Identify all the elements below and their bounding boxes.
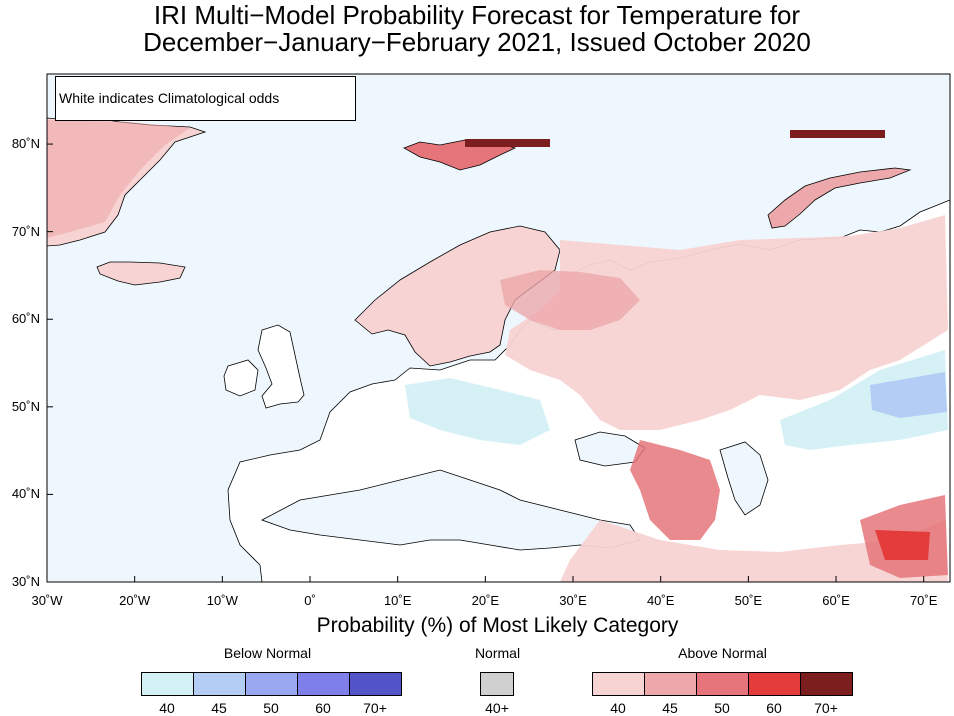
climatology-note-box: White indicates Climatological odds	[55, 76, 356, 121]
climatology-note-text: White indicates Climatological odds	[59, 90, 280, 106]
legend-title: Probability (%) of Most Likely Category	[316, 614, 679, 637]
map-frame	[46, 73, 951, 583]
legend-swatch-above-0	[592, 672, 645, 696]
lon-label: 30˚W	[31, 593, 63, 608]
legend-swatch-below-2	[245, 672, 298, 696]
lon-label: 60˚E	[822, 593, 850, 608]
lon-label: 20˚W	[119, 593, 151, 608]
legend-swatch-label: 40	[159, 700, 175, 716]
legend-above-normal-label: Above Normal	[678, 645, 767, 661]
lon-label: 40˚E	[646, 593, 675, 608]
great-britain	[257, 324, 305, 409]
above-normal-arctic-70plus	[790, 130, 885, 138]
legend-swatch-below-0	[141, 672, 194, 696]
legend-swatch-label: 70+	[814, 700, 838, 716]
legend-swatch-label: 45	[662, 700, 678, 716]
chart-title-line-2: December−January−February 2021, Issued O…	[143, 27, 811, 57]
legend-swatch-label: 60	[315, 700, 331, 716]
axis-ticks	[46, 143, 925, 583]
lon-label: 70˚E	[909, 593, 938, 608]
above-normal-middle-east	[560, 520, 948, 582]
legend-swatch-above-3	[748, 672, 801, 696]
legend-swatch-label: 70+	[363, 700, 387, 716]
legend-swatch-above-1	[644, 672, 697, 696]
lat-label: 60˚N	[11, 311, 40, 327]
chart-title-line-1: IRI Multi−Model Probability Forecast for…	[153, 0, 801, 30]
legend-swatch-label: 40	[610, 700, 626, 716]
below-normal-central-europe	[405, 378, 550, 445]
caspian-sea	[719, 441, 769, 516]
lat-label: 80˚N	[11, 136, 40, 152]
above-normal-greenland-45	[47, 120, 190, 238]
lat-label: 40˚N	[11, 486, 40, 502]
lon-label: 50˚E	[734, 593, 763, 608]
lon-label: 10˚E	[383, 593, 412, 608]
legend-swatch-label: 50	[263, 700, 279, 716]
lon-label: 20˚E	[471, 593, 500, 608]
iceland	[96, 261, 186, 286]
above-normal-caucasus	[630, 440, 720, 540]
lon-label: 10˚W	[206, 593, 238, 608]
legend-swatch-below-4	[349, 672, 402, 696]
legend-swatch-above-2	[696, 672, 749, 696]
legend-swatch-below-3	[297, 672, 350, 696]
legend-below-normal-label: Below Normal	[223, 645, 312, 661]
legend-swatch-label: 40+	[485, 700, 509, 716]
legend-swatch-normal-0	[480, 672, 514, 696]
above-normal-45-region-scandinavia	[500, 270, 640, 330]
below-normal-kazakhstan	[780, 350, 948, 450]
legend-swatch-above-4	[800, 672, 853, 696]
legend-swatch-below-1	[193, 672, 246, 696]
lon-label: 30˚E	[559, 593, 587, 608]
legend-swatch-label: 50	[714, 700, 730, 716]
above-normal-arctic-70plus-svalbard	[465, 139, 550, 147]
above-normal-region-russia	[505, 215, 948, 430]
legend-normal-label: Normal	[474, 645, 521, 661]
legend-swatch-label: 45	[211, 700, 227, 716]
novaya-zemlya	[767, 167, 912, 229]
lon-label: 0˚	[304, 593, 316, 608]
below-normal-45-kazakhstan	[870, 372, 947, 418]
legend-swatch-label: 60	[766, 700, 782, 716]
above-normal-60-central-asia	[875, 530, 930, 560]
ireland	[223, 359, 259, 397]
lat-label: 70˚N	[11, 223, 40, 239]
svalbard	[403, 139, 517, 171]
lat-label: 30˚N	[11, 574, 40, 589]
lat-label: 50˚N	[11, 398, 40, 414]
forecast-shading	[47, 120, 948, 582]
